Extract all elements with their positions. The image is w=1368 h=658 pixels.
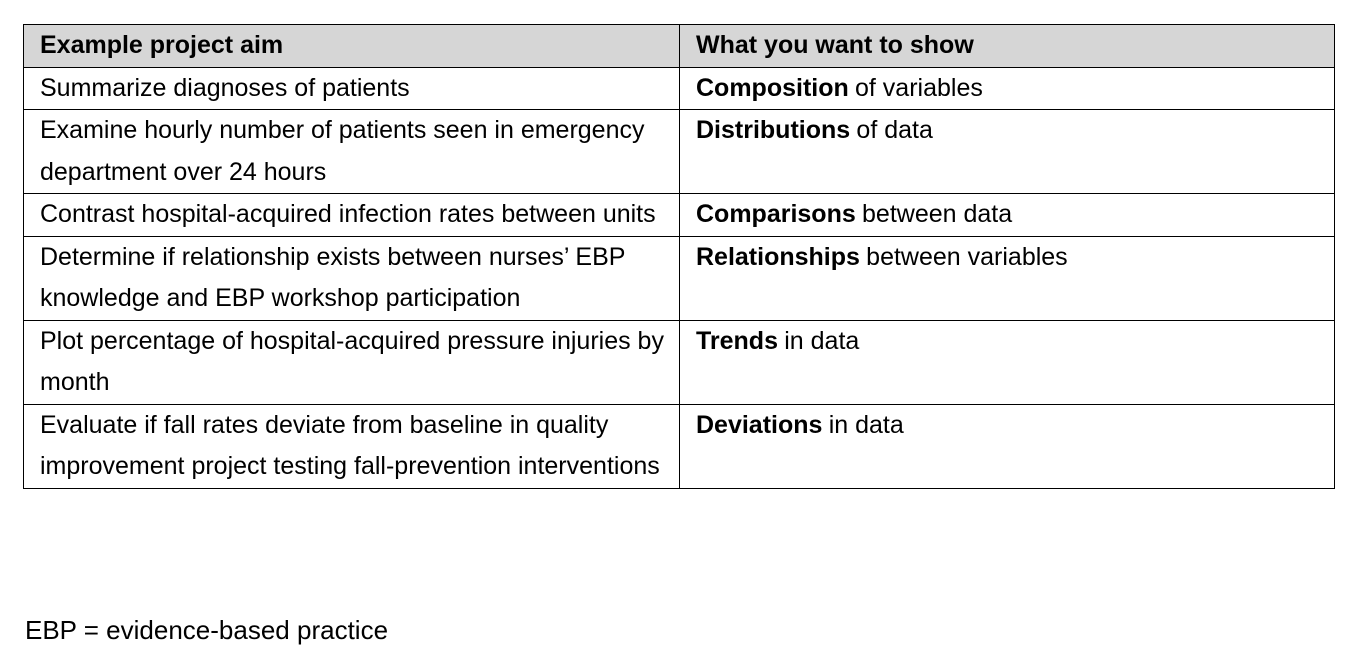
aim-cell: Contrast hospital-acquired infection rat… [23,193,680,237]
show-keyword: Composition [696,73,849,102]
show-rest: in data [828,410,904,439]
table-body: Summarize diagnoses of patients Compositi… [23,66,1335,489]
show-rest: in data [784,326,860,355]
show-cell: Comparisons between data [679,193,1335,237]
show-keyword: Comparisons [696,200,856,228]
show-cell: Composition of variables [679,66,1335,110]
table-row: Evaluate if fall rates deviate from base… [23,403,1335,489]
show-keyword: Relationships [696,242,860,271]
show-keyword: Trends [696,326,778,355]
show-keyword: Deviations [696,410,823,439]
show-rest: of data [856,116,933,144]
table-row: Summarize diagnoses of patients Compositi… [23,66,1335,110]
header-row: Example project aim What you want to sho… [23,24,1335,68]
aim-cell: Evaluate if fall rates deviate from base… [23,403,680,489]
show-cell: Distributions of data [679,109,1335,194]
show-cell: Trends in data [679,319,1335,405]
table-wrapper: Example project aim What you want to sho… [23,24,1335,489]
header-cell: Example project aim [23,24,680,68]
show-rest: of variables [855,73,983,102]
show-cell: Relationships between variables [679,235,1335,321]
aim-cell: Determine if relationship exists between… [23,235,680,321]
footnote: EBP = evidence-based practice [25,615,389,645]
aim-cell: Summarize diagnoses of patients [23,66,680,110]
table-row: Examine hourly number of patients seen i… [23,109,1335,194]
aim-cell: Examine hourly number of patients seen i… [23,109,680,194]
table-row: Determine if relationship exists between… [23,235,1335,321]
show-rest: between variables [866,242,1068,271]
show-keyword: Distributions [696,116,851,144]
header-cell: What you want to show [679,24,1335,68]
table: Example project aim What you want to sho… [23,24,1335,489]
aim-cell: Plot percentage of hospital-acquired pre… [23,319,680,405]
table-row: Contrast hospital-acquired infection rat… [23,193,1335,237]
show-rest: between data [862,200,1013,228]
table-row: Plot percentage of hospital-acquired pre… [23,319,1335,405]
show-cell: Deviations in data [679,403,1335,489]
